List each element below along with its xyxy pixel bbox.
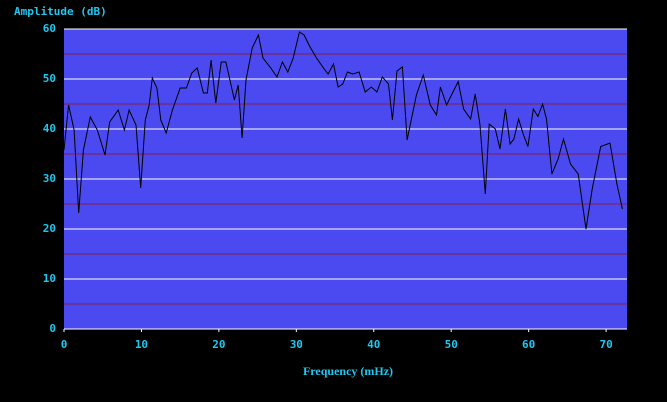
x-tick-label: 10	[135, 338, 148, 351]
x-tick-label: 60	[522, 338, 535, 351]
y-tick-label: 30	[43, 172, 56, 185]
data-line	[63, 31, 623, 230]
y-tick-label: 60	[43, 22, 56, 35]
x-tick-label: 70	[599, 338, 612, 351]
x-tick-label: 20	[212, 338, 225, 351]
x-tick-label: 0	[61, 338, 68, 351]
y-tick-label: 40	[43, 122, 56, 135]
y-tick-label: 0	[49, 322, 56, 335]
chart-title: Amplitude (dB)	[14, 5, 107, 18]
y-tick-label: 50	[43, 72, 56, 85]
x-tick-label: 50	[445, 338, 458, 351]
x-tick-label: 30	[290, 338, 303, 351]
y-tick-label: 20	[43, 222, 56, 235]
x-tick-label: 40	[367, 338, 380, 351]
x-axis-label: Frequency (mHz)	[303, 364, 393, 378]
y-tick-label: 10	[43, 272, 56, 285]
